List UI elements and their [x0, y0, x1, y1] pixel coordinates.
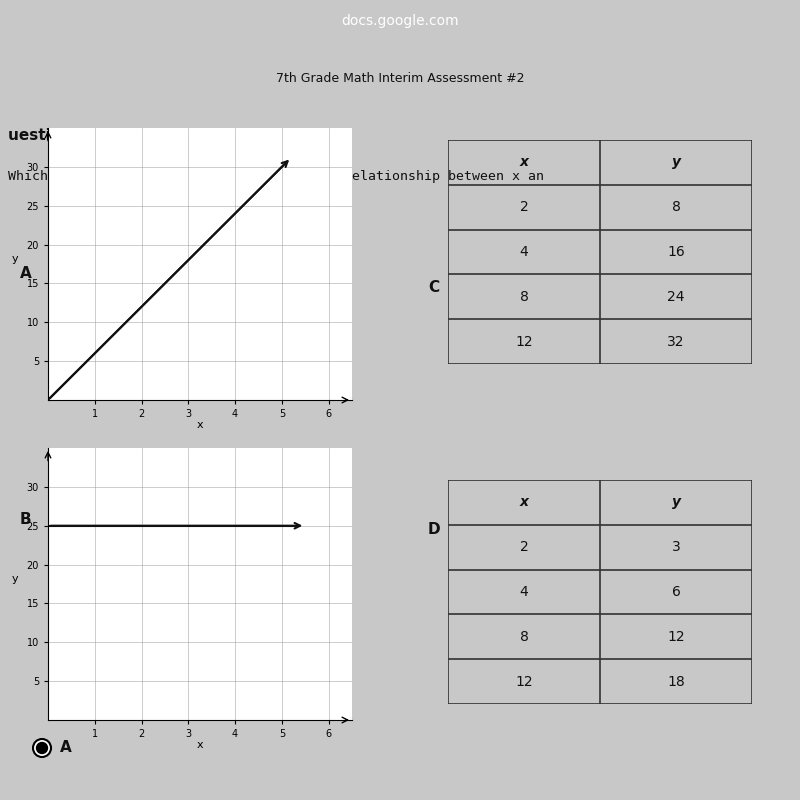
Circle shape: [37, 742, 47, 754]
Text: B: B: [20, 511, 32, 526]
Text: C: C: [428, 281, 439, 295]
Text: 2: 2: [520, 540, 528, 554]
Text: docs.google.com: docs.google.com: [341, 14, 459, 28]
Y-axis label: y: y: [12, 254, 18, 264]
Text: 4: 4: [520, 585, 528, 599]
Text: A: A: [20, 266, 32, 282]
Circle shape: [33, 739, 51, 757]
Text: 8: 8: [519, 290, 529, 304]
Text: x: x: [519, 155, 529, 170]
Text: Which representation shows a proportional relationship between x an: Which representation shows a proportiona…: [8, 170, 544, 183]
Text: 24: 24: [667, 290, 685, 304]
Text: D: D: [428, 522, 441, 537]
Text: 6: 6: [671, 585, 681, 599]
Text: 12: 12: [667, 630, 685, 644]
X-axis label: x: x: [197, 421, 203, 430]
Text: 18: 18: [667, 674, 685, 689]
Text: y: y: [671, 155, 681, 170]
X-axis label: x: x: [197, 741, 203, 750]
Text: 4: 4: [520, 245, 528, 259]
Text: 8: 8: [519, 630, 529, 644]
Y-axis label: y: y: [12, 574, 18, 584]
Text: A: A: [60, 741, 72, 755]
Text: 2: 2: [520, 200, 528, 214]
Text: x: x: [519, 495, 529, 510]
Text: 32: 32: [667, 334, 685, 349]
Text: y: y: [671, 495, 681, 510]
Text: 3: 3: [672, 540, 680, 554]
Text: 12: 12: [515, 674, 533, 689]
Text: 16: 16: [667, 245, 685, 259]
Text: uestion 2: uestion 2: [8, 128, 88, 143]
Text: 7th Grade Math Interim Assessment #2: 7th Grade Math Interim Assessment #2: [276, 71, 524, 85]
Text: 12: 12: [515, 334, 533, 349]
Text: 8: 8: [671, 200, 681, 214]
